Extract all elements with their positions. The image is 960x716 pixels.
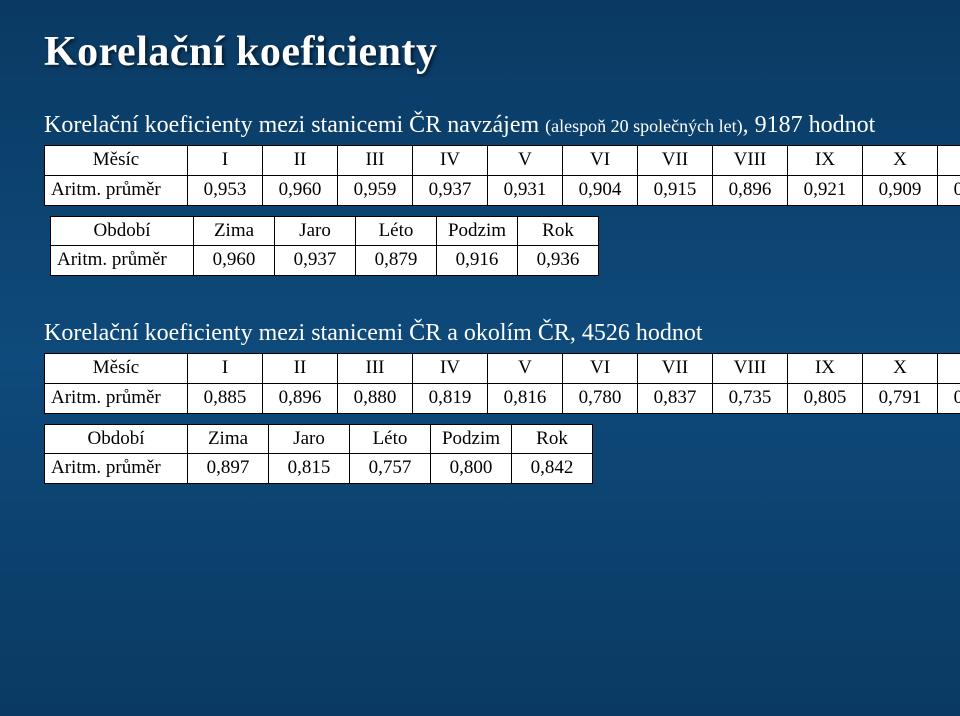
- month-header: V: [488, 354, 563, 384]
- table-header-row: Období Zima Jaro Léto Podzim Rok: [45, 424, 593, 454]
- season-header: Podzim: [437, 216, 518, 246]
- month-header: I: [188, 354, 263, 384]
- season-header-label: Období: [45, 424, 188, 454]
- row-label: Aritm. průměr: [45, 175, 188, 205]
- cell-value: 0,805: [788, 383, 863, 413]
- table-row: Aritm. průměr 0,953 0,960 0,959 0,937 0,…: [45, 175, 960, 205]
- cell-value: 0,816: [488, 383, 563, 413]
- cell-value: 0,790: [938, 383, 960, 413]
- cell-value: 0,780: [563, 383, 638, 413]
- section-2-season-table: Období Zima Jaro Léto Podzim Rok Aritm. …: [44, 424, 593, 485]
- cell-value: 0,904: [563, 175, 638, 205]
- season-header: Zima: [188, 424, 269, 454]
- table-header-row: Měsíc I II III IV V VI VII VIII IX X XI …: [45, 146, 960, 176]
- season-header: Léto: [356, 216, 437, 246]
- cell-value: 0,931: [488, 175, 563, 205]
- cell-value: 0,757: [350, 454, 431, 484]
- season-header: Jaro: [275, 216, 356, 246]
- cell-value: 0,879: [356, 246, 437, 276]
- month-header: X: [863, 354, 938, 384]
- month-header: III: [338, 146, 413, 176]
- slide-title: Korelační koeficienty: [44, 28, 916, 76]
- section-2-subtitle: Korelační koeficienty mezi stanicemi ČR …: [44, 320, 916, 347]
- month-header: I: [188, 146, 263, 176]
- season-header: Jaro: [269, 424, 350, 454]
- cell-value: 0,915: [638, 175, 713, 205]
- table-header-row: Období Zima Jaro Léto Podzim Rok: [51, 216, 599, 246]
- month-header-label: Měsíc: [45, 146, 188, 176]
- cell-value: 0,815: [269, 454, 350, 484]
- cell-value: 0,936: [518, 246, 599, 276]
- cell-value: 0,800: [431, 454, 512, 484]
- cell-value: 0,880: [338, 383, 413, 413]
- month-header: X: [863, 146, 938, 176]
- cell-value: 0,916: [437, 246, 518, 276]
- month-header-label: Měsíc: [45, 354, 188, 384]
- cell-value: 0,819: [413, 383, 488, 413]
- row-label: Aritm. průměr: [51, 246, 194, 276]
- month-header: VI: [563, 354, 638, 384]
- season-header: Léto: [350, 424, 431, 454]
- cell-value: 0,959: [338, 175, 413, 205]
- section-1-subtitle-suffix: , 9187 hodnot: [743, 112, 876, 138]
- section-1-subtitle: Korelační koeficienty mezi stanicemi ČR …: [44, 112, 916, 139]
- cell-value: 0,896: [263, 383, 338, 413]
- section-1-season-table: Období Zima Jaro Léto Podzim Rok Aritm. …: [50, 216, 599, 277]
- cell-value: 0,735: [713, 383, 788, 413]
- season-header: Zima: [194, 216, 275, 246]
- cell-value: 0,953: [188, 175, 263, 205]
- month-header: IX: [788, 354, 863, 384]
- month-header: IV: [413, 146, 488, 176]
- cell-value: 0,896: [713, 175, 788, 205]
- season-header: Rok: [518, 216, 599, 246]
- month-header: VIII: [713, 354, 788, 384]
- month-header: IX: [788, 146, 863, 176]
- cell-value: 0,937: [275, 246, 356, 276]
- table-row: Aritm. průměr 0,960 0,937 0,879 0,916 0,…: [51, 246, 599, 276]
- month-header: VI: [563, 146, 638, 176]
- season-header: Rok: [512, 424, 593, 454]
- month-header: XI: [938, 354, 960, 384]
- month-header: VII: [638, 146, 713, 176]
- cell-value: 0,791: [863, 383, 938, 413]
- table-row: Aritm. průměr 0,885 0,896 0,880 0,819 0,…: [45, 383, 960, 413]
- cell-value: 0,842: [512, 454, 593, 484]
- cell-value: 0,885: [188, 383, 263, 413]
- row-label: Aritm. průměr: [45, 454, 188, 484]
- cell-value: 0,960: [194, 246, 275, 276]
- cell-value: 0,921: [788, 175, 863, 205]
- season-header-label: Období: [51, 216, 194, 246]
- month-header: V: [488, 146, 563, 176]
- cell-value: 0,937: [413, 175, 488, 205]
- row-label: Aritm. průměr: [45, 383, 188, 413]
- month-header: II: [263, 146, 338, 176]
- month-header: II: [263, 354, 338, 384]
- table-row: Aritm. průměr 0,897 0,815 0,757 0,800 0,…: [45, 454, 593, 484]
- section-1-month-table: Měsíc I II III IV V VI VII VIII IX X XI …: [44, 145, 960, 206]
- section-1-subtitle-prefix: Korelační koeficienty mezi stanicemi ČR …: [44, 112, 545, 138]
- month-header: VII: [638, 354, 713, 384]
- cell-value: 0,837: [638, 383, 713, 413]
- month-header: III: [338, 354, 413, 384]
- section-1: Korelační koeficienty mezi stanicemi ČR …: [44, 112, 916, 276]
- month-header: VIII: [713, 146, 788, 176]
- table-header-row: Měsíc I II III IV V VI VII VIII IX X XI …: [45, 354, 960, 384]
- season-header: Podzim: [431, 424, 512, 454]
- month-header: IV: [413, 354, 488, 384]
- cell-value: 0,923: [938, 175, 960, 205]
- section-1-subtitle-paren: (alespoň 20 společných let): [545, 116, 742, 136]
- month-header: XI: [938, 146, 960, 176]
- cell-value: 0,897: [188, 454, 269, 484]
- section-2: Korelační koeficienty mezi stanicemi ČR …: [44, 320, 916, 484]
- section-2-month-table: Měsíc I II III IV V VI VII VIII IX X XI …: [44, 353, 960, 414]
- slide: Korelační koeficienty Korelační koeficie…: [0, 0, 960, 484]
- cell-value: 0,960: [263, 175, 338, 205]
- cell-value: 0,909: [863, 175, 938, 205]
